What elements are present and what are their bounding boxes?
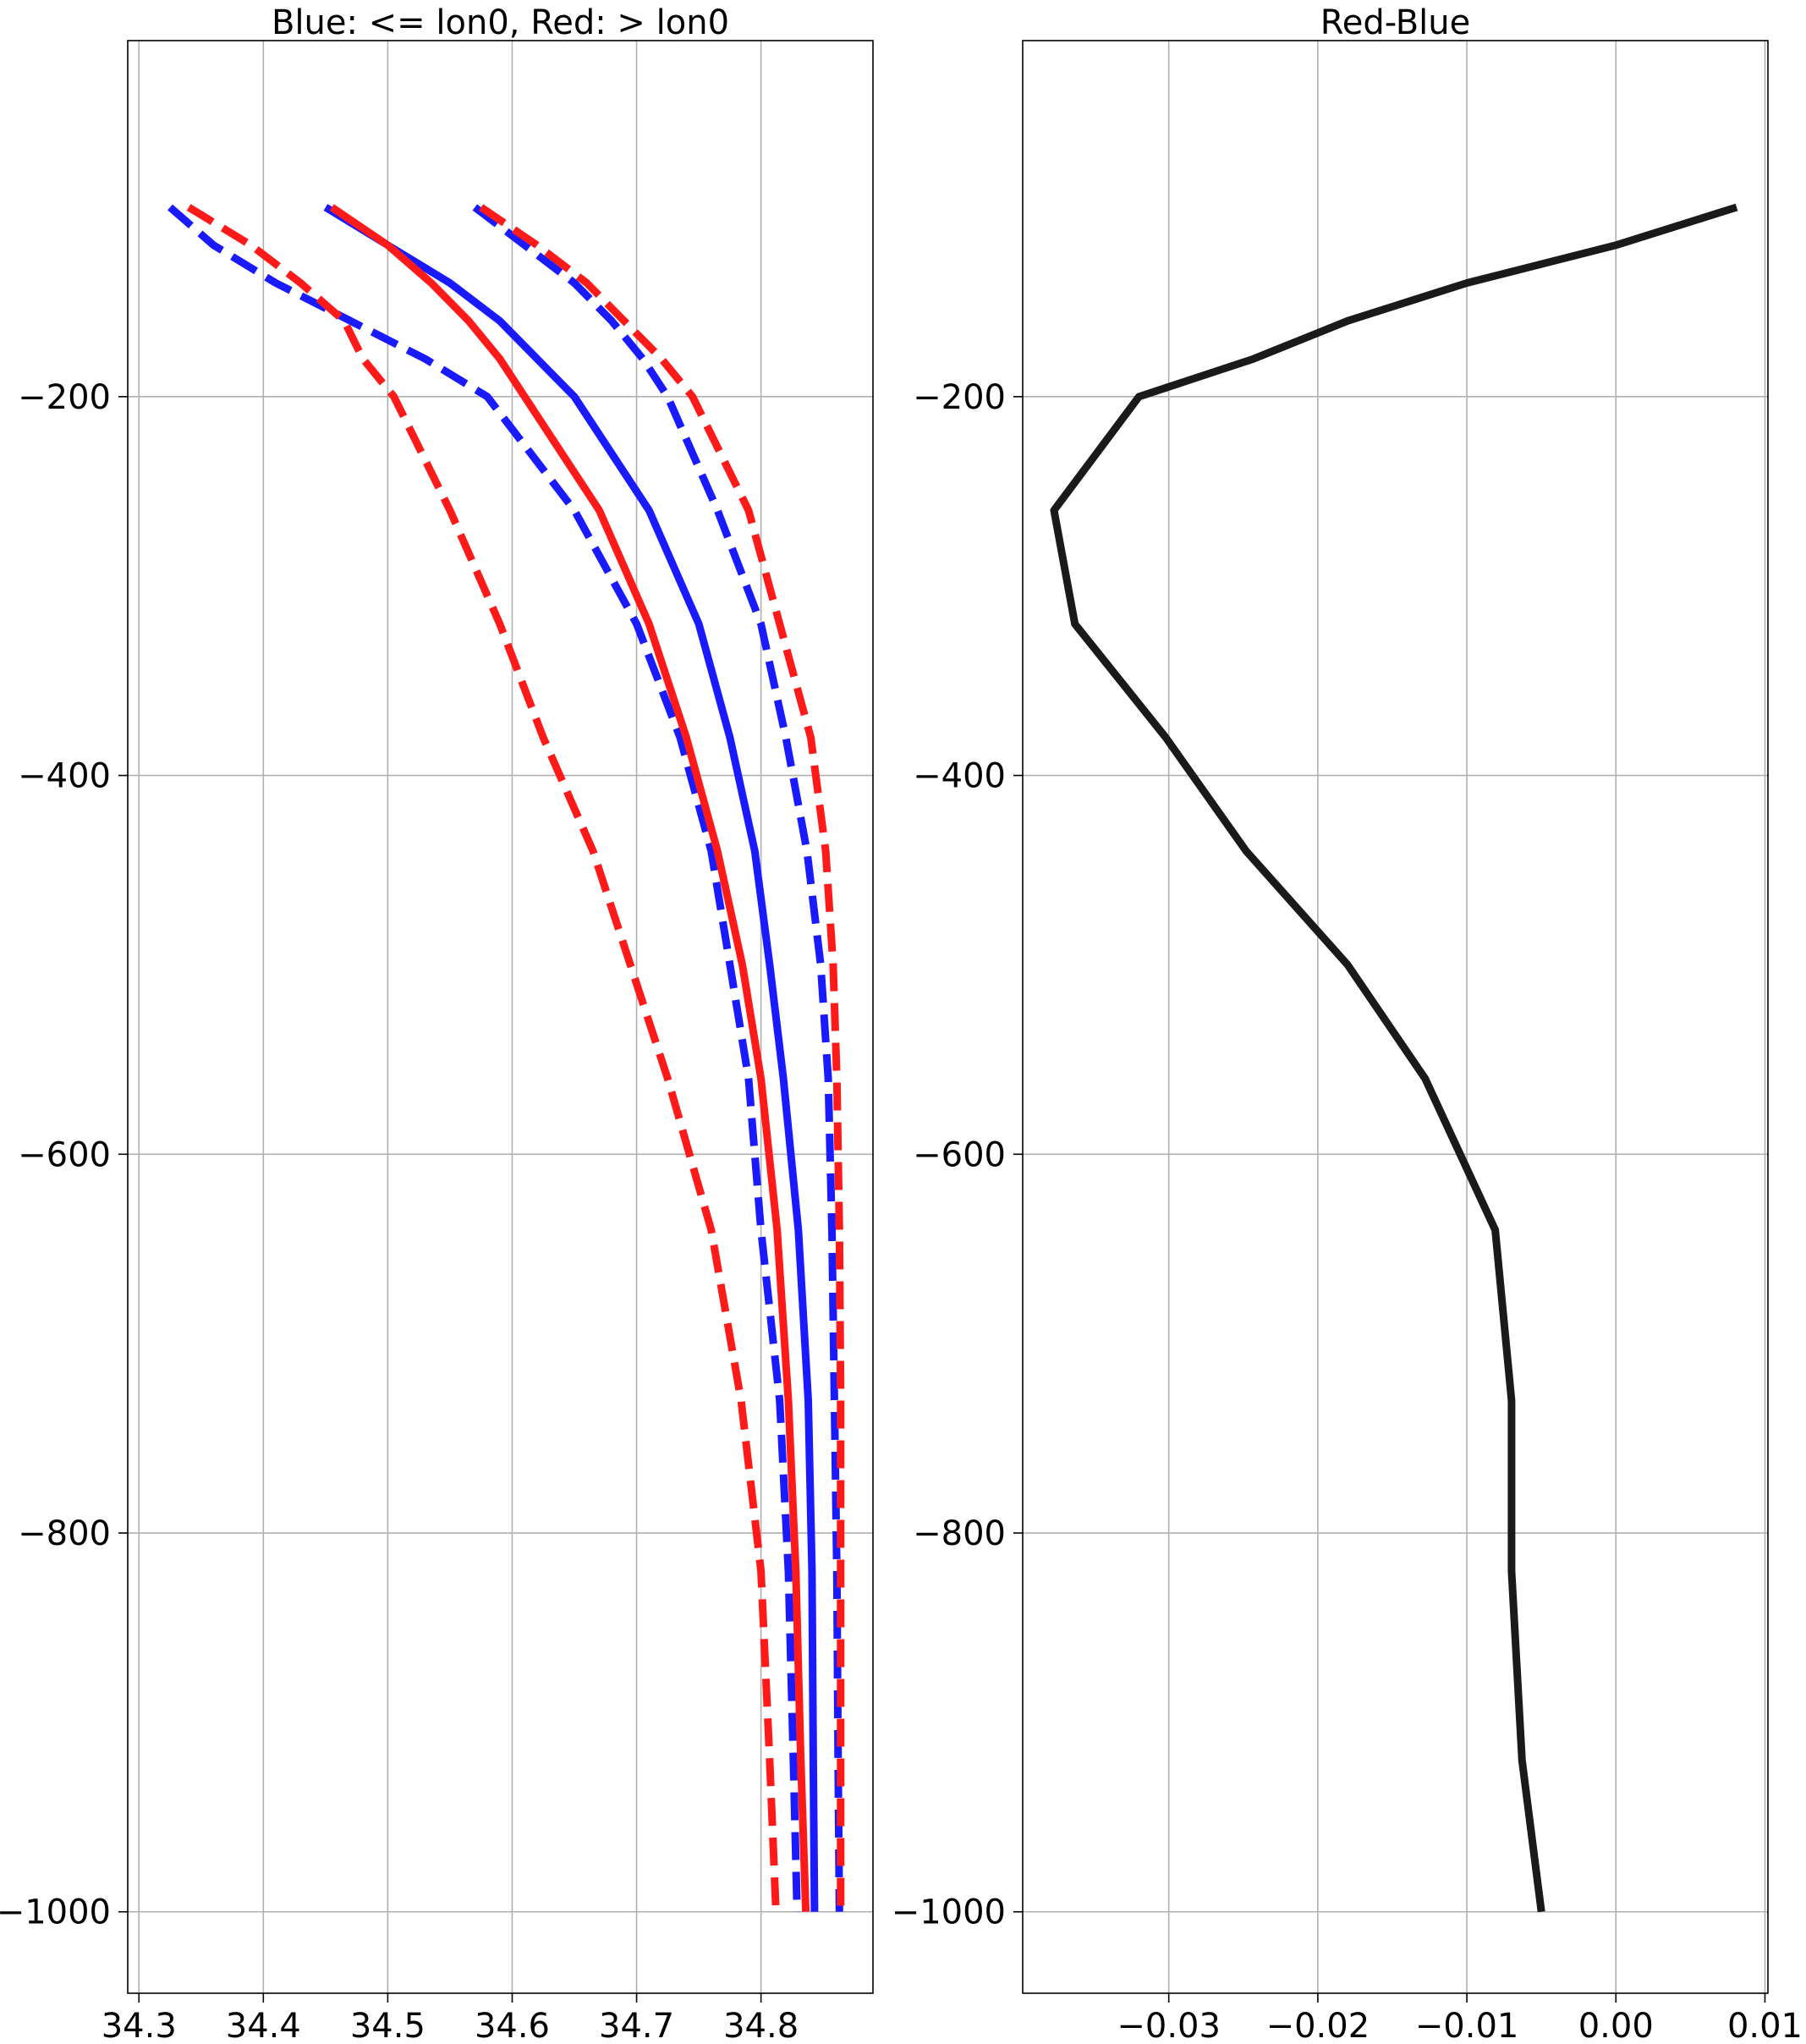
x-tick-label: 34.7	[599, 2007, 674, 2044]
y-tick-label: −400	[913, 757, 1006, 796]
x-tick-label: 0.01	[1727, 2007, 1803, 2044]
series-line-0	[323, 204, 819, 1912]
series-line-0	[1050, 203, 1738, 1913]
y-tick-label: −800	[18, 1514, 111, 1553]
x-tick-label: 34.3	[102, 2007, 177, 2044]
x-tick-label: 34.4	[226, 2007, 301, 2044]
y-tick-label: −200	[913, 378, 1006, 417]
series-line-5	[479, 204, 845, 1912]
series-line-2	[472, 204, 843, 1912]
y-tick-label: −1000	[892, 1893, 1006, 1932]
x-tick-label: −0.01	[1415, 2007, 1519, 2044]
series-line-3	[329, 204, 810, 1912]
x-tick-label: 34.8	[723, 2007, 799, 2044]
left-panel-title: Blue: <= lon0, Red: > lon0	[272, 3, 729, 42]
series-line-4	[186, 204, 780, 1912]
x-tick-label: −0.03	[1117, 2007, 1221, 2044]
series-line-1	[167, 204, 801, 1912]
axes-frame	[127, 40, 874, 1994]
x-tick-label: 34.6	[475, 2007, 550, 2044]
axes-frame	[1022, 40, 1769, 1994]
y-tick-label: −1000	[0, 1893, 111, 1932]
y-tick-label: −200	[18, 378, 111, 417]
difference-profile-panel: −0.03 −0.02 −0.01 0.00 0.01 −200 −400 −600 −800 −…	[892, 3, 1803, 2044]
x-tick-label: 0.00	[1578, 2007, 1654, 2044]
right-panel-title: Red-Blue	[1320, 3, 1471, 42]
y-tick-label: −800	[913, 1514, 1006, 1553]
x-tick-label: −0.02	[1266, 2007, 1370, 2044]
salinity-profile-panel: 34.3 34.4 34.5 34.6 34.7 34.8 −200 −400 −600 −800…	[0, 3, 874, 2044]
x-tick-label: 34.5	[350, 2007, 425, 2044]
y-tick-label: −400	[18, 757, 111, 796]
y-tick-label: −600	[18, 1135, 111, 1174]
y-tick-label: −600	[913, 1135, 1006, 1174]
